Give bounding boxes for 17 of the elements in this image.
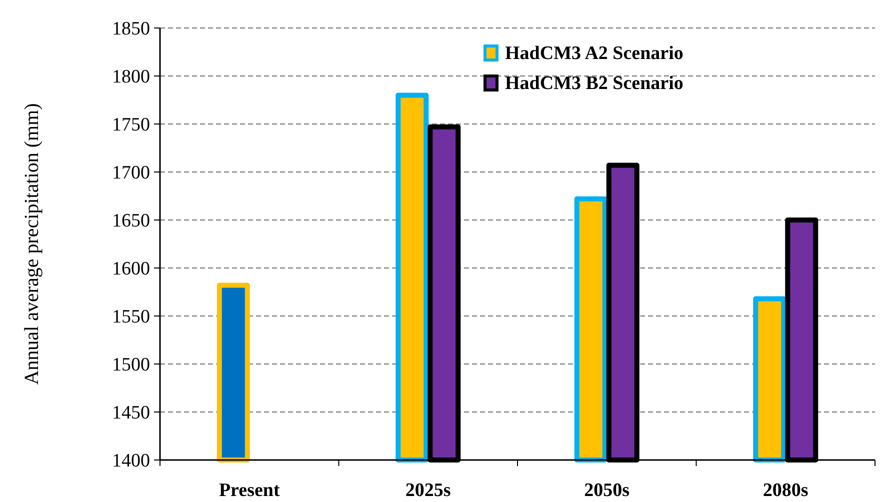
y-axis-title: Annual average precipitation (mm)	[21, 103, 43, 385]
y-tick-label: 1450	[112, 402, 150, 424]
legend-label: HadCM3 B2 Scenario	[505, 73, 684, 94]
y-tick-label: 1650	[112, 210, 150, 232]
y-tick-label: 1550	[112, 306, 150, 328]
x-tick-label: Present	[218, 480, 280, 501]
legend-label: HadCM3 A2 Scenario	[505, 43, 684, 64]
y-tick-label: 1800	[112, 66, 150, 88]
y-tick-label: 1400	[112, 450, 150, 472]
y-tick-label: 1700	[112, 162, 150, 184]
y-tick-label: 1750	[112, 114, 150, 136]
x-tick-label: 2080s	[762, 480, 808, 501]
y-tick-label: 1850	[112, 18, 150, 40]
x-tick-label: 2025s	[405, 480, 451, 501]
y-tick-label: 1500	[112, 354, 150, 376]
x-tick-label: 2050s	[584, 480, 630, 501]
y-tick-label: 1600	[112, 258, 150, 280]
